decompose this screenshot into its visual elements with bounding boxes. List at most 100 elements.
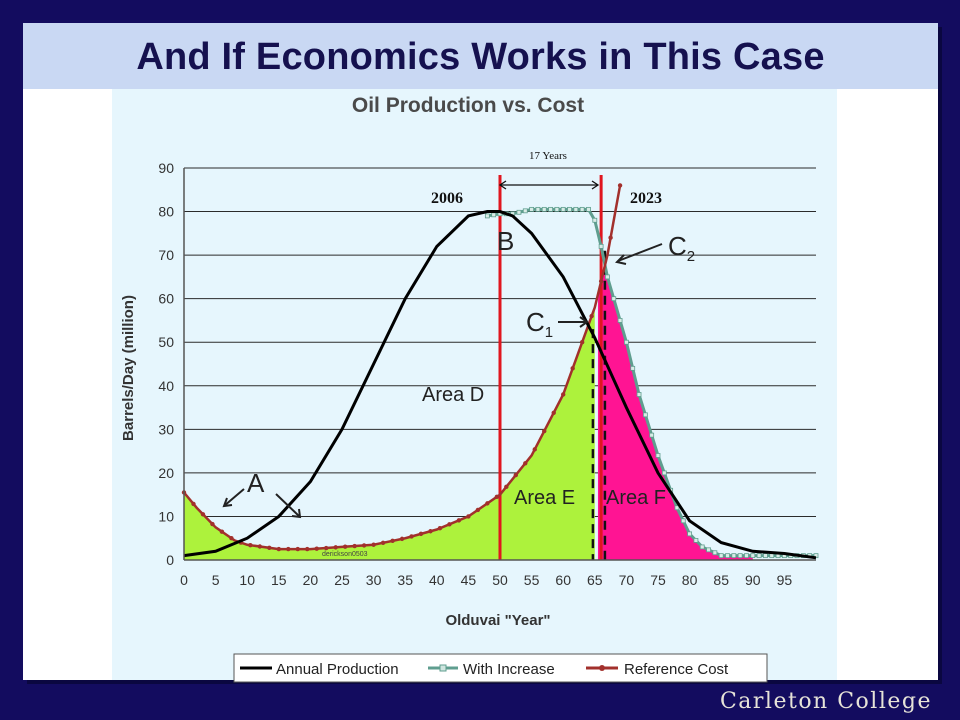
point-with-increase <box>592 217 598 223</box>
point-reference-cost <box>399 536 405 542</box>
y-axis-title: Barrels/Day (million) <box>120 295 137 441</box>
point-with-increase <box>605 274 610 280</box>
point-with-increase <box>687 531 692 537</box>
point-with-increase <box>636 392 642 397</box>
x-tick-label-35: 35 <box>397 572 413 588</box>
point-with-increase <box>617 318 623 323</box>
x-tick-label-10: 10 <box>239 572 255 588</box>
x-tick-label-60: 60 <box>555 572 571 588</box>
annotation-a-arrows <box>222 488 302 519</box>
point-with-increase <box>522 208 528 214</box>
annotation-c2-arrow <box>615 243 663 265</box>
point-with-increase <box>630 365 636 371</box>
annotation-b: B <box>497 226 514 256</box>
y-tick-label-40: 40 <box>158 378 174 394</box>
point-reference-cost <box>380 540 386 545</box>
point-with-increase <box>491 212 497 218</box>
y-tick-label-10: 10 <box>158 508 174 524</box>
point-reference-cost <box>561 392 566 397</box>
point-with-increase <box>579 206 585 212</box>
x-tick-label-80: 80 <box>682 572 698 588</box>
point-with-increase <box>548 206 553 212</box>
point-with-increase <box>706 547 711 553</box>
point-reference-cost <box>219 529 225 534</box>
point-with-increase <box>642 412 648 418</box>
point-reference-cost <box>295 546 300 552</box>
point-reference-cost <box>494 494 500 500</box>
x-tick-label-75: 75 <box>650 572 666 588</box>
point-reference-cost <box>513 472 518 478</box>
point-reference-cost <box>485 501 490 506</box>
axis-layer: 0 10 20 30 40 50 60 70 80 90 0 5 10 15 20 25 30 35 40 45 50 5… <box>158 160 816 588</box>
credit-label: derickson0503 <box>322 551 368 558</box>
point-reference-cost <box>542 428 547 434</box>
x-tick-label-0: 0 <box>180 572 188 588</box>
point-reference-cost <box>267 545 272 551</box>
point-with-increase <box>699 544 705 550</box>
legend-box <box>233 653 768 683</box>
point-reference-cost <box>570 366 575 371</box>
annotation-c1: C1 <box>526 307 553 341</box>
point-with-increase <box>763 553 768 559</box>
point-reference-cost <box>409 534 414 539</box>
y-tick-label-0: 0 <box>166 552 174 568</box>
point-with-increase <box>756 553 762 559</box>
point-reference-cost <box>191 501 196 507</box>
point-with-increase <box>624 339 629 345</box>
x-axis-title: Olduvai "Year" <box>445 612 550 629</box>
point-reference-cost <box>200 512 206 517</box>
area-e-label: Area E <box>514 487 575 509</box>
point-with-increase <box>655 453 661 458</box>
point-with-increase <box>725 553 730 559</box>
x-tick-label-45: 45 <box>461 572 477 588</box>
point-with-increase <box>712 550 718 556</box>
point-with-increase <box>718 553 724 559</box>
point-reference-cost <box>390 538 395 544</box>
point-reference-cost <box>418 531 424 537</box>
point-reference-cost <box>352 543 357 549</box>
x-tick-label-5: 5 <box>212 572 220 588</box>
point-with-increase <box>744 553 749 559</box>
point-with-increase <box>554 206 560 212</box>
point-reference-cost <box>608 235 613 240</box>
x-tick-label-70: 70 <box>619 572 635 588</box>
point-reference-cost <box>437 526 443 531</box>
annotation-c1-arrow <box>558 316 589 328</box>
x-tick-label-40: 40 <box>429 572 445 588</box>
legend: Annual Production With Increase Referenc… <box>233 653 768 683</box>
point-reference-cost <box>324 545 329 551</box>
point-with-increase <box>573 206 579 212</box>
title-bar <box>23 23 938 89</box>
point-reference-cost <box>579 340 585 345</box>
x-tick-label-90: 90 <box>745 572 761 588</box>
point-with-increase <box>674 505 680 511</box>
y-tick-label-80: 80 <box>158 204 174 220</box>
x-tick-label-50: 50 <box>492 572 508 588</box>
point-reference-cost <box>475 507 481 513</box>
point-with-increase <box>516 209 522 215</box>
point-reference-cost <box>456 518 462 523</box>
footer-brand: Carleton College <box>719 689 932 714</box>
point-reference-cost <box>276 546 281 552</box>
point-with-increase <box>598 243 604 249</box>
point-with-increase <box>693 538 699 543</box>
area-f-label: Area F <box>606 487 666 509</box>
point-reference-cost <box>617 183 623 188</box>
point-reference-cost <box>428 529 433 534</box>
span-arrow <box>498 180 600 190</box>
legend-label-reference-cost: Reference Cost <box>624 661 729 678</box>
y-tick-label-60: 60 <box>158 291 174 307</box>
point-reference-cost <box>314 546 319 551</box>
point-with-increase <box>680 518 686 524</box>
point-with-increase <box>586 206 591 212</box>
x-tick-label-20: 20 <box>303 572 319 588</box>
point-reference-cost <box>551 410 556 415</box>
year-2023-label: 2023 <box>630 190 662 207</box>
point-with-increase <box>750 553 756 559</box>
year-2006-label: 2006 <box>431 190 463 207</box>
point-reference-cost <box>305 546 310 552</box>
series-line-annual-production <box>183 210 817 560</box>
point-reference-cost <box>210 521 215 527</box>
y-tick-label-20: 20 <box>158 465 174 481</box>
